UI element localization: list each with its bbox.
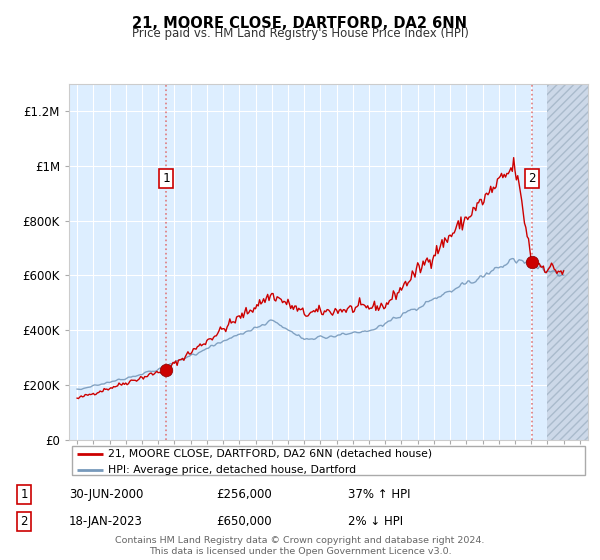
Text: 2: 2 (20, 515, 28, 528)
Bar (547, 84, 588, 440)
Text: 2: 2 (528, 172, 536, 185)
Text: 18-JAN-2023: 18-JAN-2023 (69, 515, 143, 528)
Text: £256,000: £256,000 (216, 488, 272, 501)
FancyBboxPatch shape (71, 446, 586, 475)
Text: £650,000: £650,000 (216, 515, 272, 528)
Text: 1: 1 (20, 488, 28, 501)
Text: 21, MOORE CLOSE, DARTFORD, DA2 6NN (detached house): 21, MOORE CLOSE, DARTFORD, DA2 6NN (deta… (108, 449, 432, 459)
Text: 2% ↓ HPI: 2% ↓ HPI (348, 515, 403, 528)
Text: 30-JUN-2000: 30-JUN-2000 (69, 488, 143, 501)
Bar (547, 84, 588, 440)
Text: 21, MOORE CLOSE, DARTFORD, DA2 6NN: 21, MOORE CLOSE, DARTFORD, DA2 6NN (133, 16, 467, 31)
Text: 37% ↑ HPI: 37% ↑ HPI (348, 488, 410, 501)
Text: 1: 1 (163, 172, 170, 185)
Text: Price paid vs. HM Land Registry's House Price Index (HPI): Price paid vs. HM Land Registry's House … (131, 27, 469, 40)
Text: Contains HM Land Registry data © Crown copyright and database right 2024.
This d: Contains HM Land Registry data © Crown c… (115, 536, 485, 556)
Text: HPI: Average price, detached house, Dartford: HPI: Average price, detached house, Dart… (108, 465, 356, 475)
